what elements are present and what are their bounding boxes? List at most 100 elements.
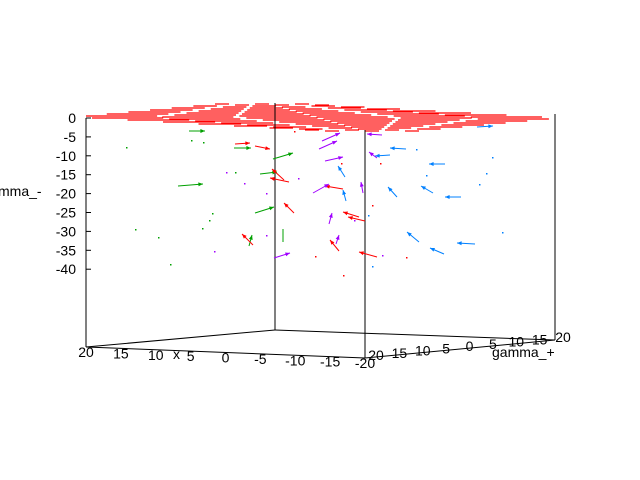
vector-arrowhead (343, 211, 348, 216)
data-point (502, 232, 504, 234)
vector-arrowhead (369, 152, 374, 157)
data-point (203, 142, 205, 144)
vector-arrowhead (335, 133, 340, 137)
vector-arrowhead (265, 146, 270, 151)
data-point (372, 266, 374, 268)
vector-arrowhead (429, 162, 434, 166)
y-tick-label: 20 (368, 347, 384, 363)
vector-arrowhead (421, 186, 426, 191)
y-tick-label: 20 (555, 329, 571, 345)
vector-arrowhead (242, 234, 247, 239)
y-tick-label: 5 (442, 340, 450, 356)
x-tick-label: 5 (187, 348, 195, 364)
vector-arrowhead (445, 195, 450, 199)
data-point (244, 183, 246, 185)
y-tick-label: 15 (392, 345, 408, 361)
vector-arrowhead (338, 156, 343, 160)
data-point (368, 215, 370, 217)
data-point (492, 157, 494, 159)
data-point (479, 184, 481, 186)
z-tick-label: -35 (56, 242, 76, 258)
vector-arrowhead (359, 182, 364, 187)
data-point (406, 257, 408, 259)
x-axis-label: x (173, 346, 180, 362)
vector-arrowhead (246, 146, 251, 150)
data-point (266, 235, 268, 237)
data-point (135, 229, 137, 231)
data-point (191, 140, 193, 142)
y-tick-label: 10 (415, 343, 431, 359)
data-point (202, 228, 204, 230)
vector-arrowhead (335, 235, 340, 240)
data-point (426, 175, 428, 177)
vector-arrowhead (330, 240, 335, 245)
data-point (372, 205, 374, 207)
x-tick-label: -5 (254, 351, 267, 367)
data-point (126, 147, 128, 149)
y-tick-label: 10 (508, 334, 524, 350)
data-point (382, 255, 384, 257)
vector-arrowhead (342, 190, 347, 195)
data-point (486, 173, 488, 175)
vector-arrowhead (488, 124, 493, 129)
z-tick-label: -15 (56, 167, 76, 183)
z-axis-label: mma_- (0, 183, 42, 199)
vector-arrowhead (332, 141, 337, 145)
z-tick-label: -25 (56, 205, 76, 221)
data-point (212, 213, 214, 215)
data-point (315, 256, 317, 258)
data-point (235, 172, 237, 174)
vector-arrowhead (284, 203, 289, 208)
vector-arrowhead (367, 132, 372, 137)
vector-arrowhead (285, 252, 290, 257)
vector-arrowhead (359, 251, 364, 256)
vector-arrowhead (457, 241, 462, 246)
vector-arrowhead (248, 235, 253, 240)
x-tick-label: -10 (285, 352, 305, 368)
axis-line (274, 329, 556, 341)
data-point (226, 172, 228, 174)
data-point (209, 220, 211, 222)
vector-arrowhead (388, 187, 393, 192)
data-point (343, 275, 345, 277)
vector-arrowhead (328, 213, 333, 218)
vector-arrowhead (270, 177, 275, 181)
data-point (416, 149, 418, 151)
vector-arrowhead (288, 152, 293, 157)
y-axis-label: gamma_+ (492, 344, 555, 360)
vector-arrowhead (348, 216, 353, 220)
data-point (380, 163, 382, 165)
axis-line (364, 339, 556, 359)
y-tick-label: 0 (466, 338, 474, 354)
vector-arrowhead (407, 232, 412, 237)
data-point (170, 264, 172, 266)
vector-arrowhead (198, 182, 203, 187)
y-tick-label: 15 (532, 331, 548, 347)
x-tick-label: 15 (113, 345, 129, 361)
vector-arrowhead (324, 184, 329, 188)
z-tick-labels: 0 -5 -10 -15 -20 -25 -30 -35 -40 (56, 110, 76, 277)
z-tick-label: -40 (56, 261, 76, 277)
data-point (158, 237, 160, 239)
data-point (214, 251, 216, 253)
z-tick-label: 0 (68, 110, 76, 126)
x-tick-label: 20 (78, 344, 94, 360)
z-tick-label: -10 (56, 148, 76, 164)
x-tick-label: 10 (148, 347, 164, 363)
data-point (354, 220, 356, 222)
vector-arrowhead (245, 141, 250, 146)
data-point (341, 163, 343, 165)
vector-arrowhead (375, 153, 380, 158)
z-tick-label: -20 (56, 186, 76, 202)
data-point (266, 193, 268, 195)
top-surface (86, 103, 549, 132)
vector-field (126, 124, 504, 277)
vector-arrowhead (338, 166, 343, 171)
z-tick-label: -5 (64, 129, 77, 145)
z-tick-label: -30 (56, 223, 76, 239)
x-tick-labels: 20 15 10 5 0 -5 -10 -15 -20 (78, 344, 375, 371)
vector-arrowhead (390, 146, 395, 151)
vector-arrowhead (269, 206, 274, 211)
